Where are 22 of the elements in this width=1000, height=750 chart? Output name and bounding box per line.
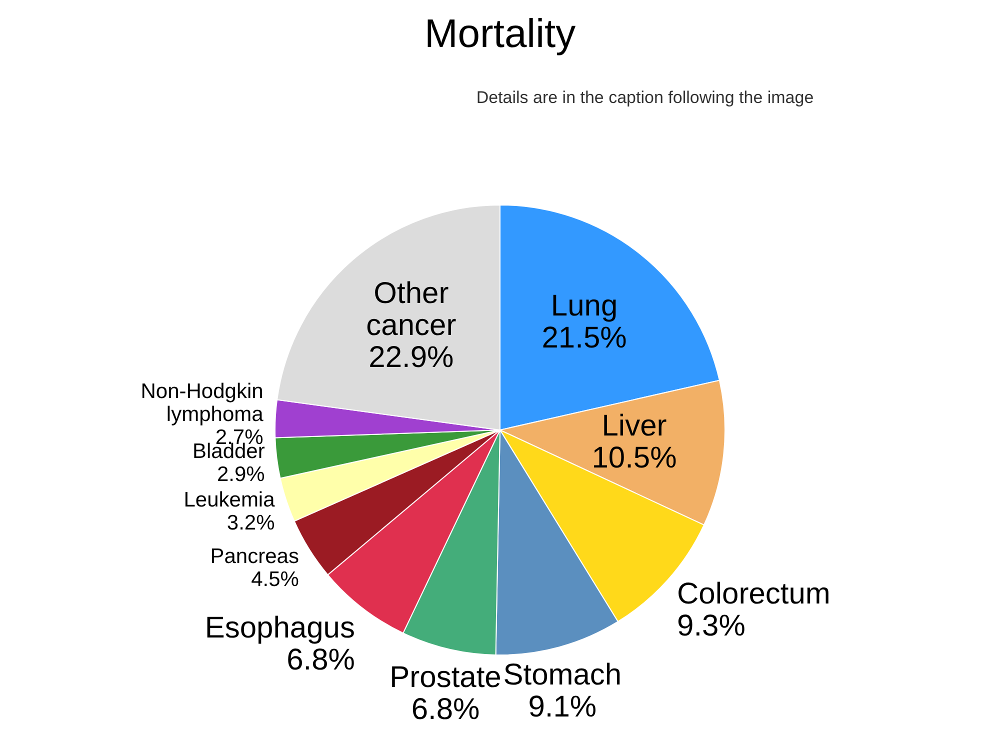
slice-label: Other cancer	[366, 276, 456, 342]
data-label: 4.5%	[251, 568, 299, 592]
slice-label: Esophagus	[204, 612, 355, 645]
slice-label: Pancreas	[210, 545, 299, 568]
data-label: 6.8%	[411, 692, 480, 726]
slice-label: Lung	[550, 290, 618, 323]
chart-title: Mortality	[424, 12, 576, 56]
slice-label: Stomach	[503, 658, 622, 692]
slice-label: Prostate	[390, 660, 502, 694]
slice-label: Liver	[602, 409, 667, 442]
data-label: 21.5%	[542, 322, 627, 355]
data-label: 2.9%	[216, 463, 265, 486]
data-label: 6.8%	[286, 644, 355, 677]
data-label: 9.3%	[677, 610, 746, 643]
text: Details are in the caption following the image	[476, 88, 814, 107]
data-label: 9.1%	[528, 690, 597, 724]
slice-label: Colorectum	[677, 578, 830, 611]
slice-label: Non-Hodgkin lymphoma	[140, 380, 264, 426]
data-label: 10.5%	[592, 441, 677, 474]
data-label: 22.9%	[368, 340, 454, 374]
slice-label: Leukemia	[184, 488, 276, 512]
data-label: 3.2%	[226, 511, 275, 534]
